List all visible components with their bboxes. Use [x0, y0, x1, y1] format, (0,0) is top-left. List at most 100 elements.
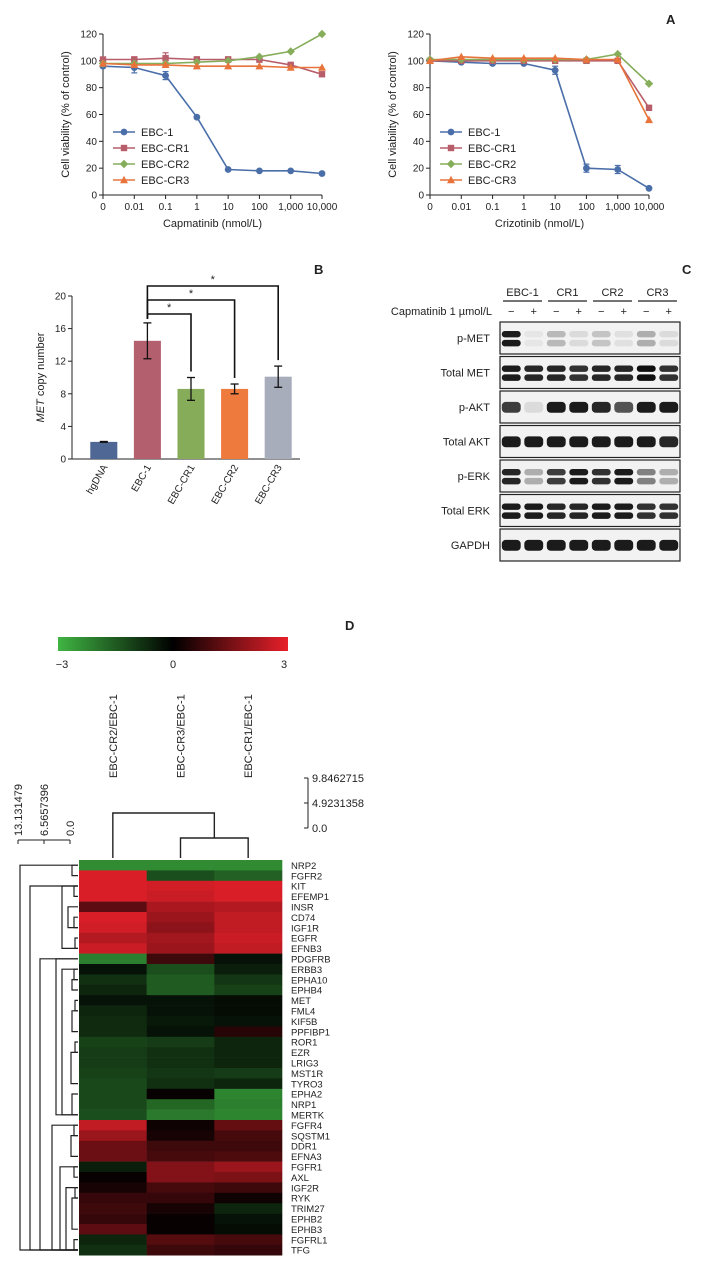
y-axis-title: Cell viability (% of control)	[60, 51, 72, 178]
blot-band	[591, 365, 611, 372]
heatmap-cell	[79, 1099, 147, 1110]
series-line-ebc-cr3	[429, 55, 650, 121]
blot-band	[524, 339, 544, 347]
heatmap-cell	[79, 880, 147, 892]
legend-label: EBC-CR3	[468, 175, 516, 187]
data-point-ebc-1	[224, 166, 232, 173]
x-tick-label: EBC-CR1	[166, 463, 198, 507]
series-line-ebc-1	[102, 65, 323, 175]
x-axis-title: Capmatinib (nmol/L)	[163, 218, 262, 230]
legend-marker	[120, 144, 128, 152]
data-point-ebc-cr3	[99, 59, 107, 67]
gene-label: AXL	[291, 1173, 309, 1184]
colorbar-tick-label: 0	[170, 659, 176, 671]
blot-band	[569, 365, 589, 372]
gene-label: EPHB3	[291, 1225, 322, 1236]
heatmap-cell	[79, 995, 147, 1006]
x-tick-label: 100	[251, 202, 268, 213]
data-point-ebc-cr3	[613, 55, 622, 63]
blot-band	[636, 374, 656, 381]
x-tick-label: 0.1	[486, 202, 500, 213]
heatmap-cell	[146, 943, 215, 954]
blot-band	[636, 339, 656, 347]
heatmap-cell	[79, 1109, 147, 1121]
row-dendrogram-branch	[71, 1010, 78, 1033]
blot-band	[501, 330, 521, 338]
data-point-ebc-1	[256, 167, 263, 175]
data-point-ebc-cr2	[613, 49, 622, 59]
blot-lane-sign: −	[553, 306, 559, 318]
gene-label: SQSTM1	[291, 1131, 330, 1142]
blot-band	[591, 512, 611, 519]
data-point-ebc-cr3	[457, 52, 466, 61]
heatmap-cell	[146, 1068, 215, 1079]
x-tick-label: 0.01	[452, 202, 472, 213]
colorbar	[58, 637, 288, 651]
blot-band	[591, 374, 611, 381]
x-tick-label: EBC-1	[130, 463, 154, 494]
data-point-ebc-cr2	[317, 29, 327, 39]
blot-band	[614, 512, 634, 519]
row-dendrogram-branch	[70, 1135, 78, 1157]
blot-band	[569, 330, 589, 338]
column-label: EBC-CR3/EBC-1	[176, 694, 188, 778]
blot-band	[659, 436, 679, 448]
heatmap-cell	[79, 1016, 147, 1027]
heatmap-cell	[79, 953, 147, 965]
heatmap-cell	[146, 1005, 215, 1017]
heatmap-cell	[214, 1182, 283, 1194]
gene-label: KIT	[291, 882, 306, 893]
data-point-ebc-cr2	[286, 47, 295, 56]
blot-band	[501, 374, 521, 381]
blot-band	[636, 330, 656, 338]
legend-label: EBC-CR2	[468, 159, 516, 171]
heatmap-cell	[214, 891, 283, 902]
blot-lane-sign: +	[621, 306, 627, 318]
row-dendrogram-branch	[74, 1041, 78, 1053]
heatmap-cell	[146, 932, 215, 944]
panel-label-b: B	[314, 262, 323, 277]
heatmap-cell	[214, 870, 283, 882]
heatmap-cell	[146, 953, 215, 965]
blot-band	[591, 503, 611, 510]
heatmap-cell	[79, 1120, 147, 1131]
heatmap-cell	[79, 984, 147, 996]
heatmap-cell	[146, 964, 215, 975]
blot-band	[569, 436, 589, 448]
blot-band	[524, 436, 544, 448]
x-tick-label: 1,000	[278, 202, 303, 213]
heatmap-cell	[214, 984, 283, 996]
blot-row-label: p-MET	[457, 333, 490, 345]
gene-label: EFNB3	[291, 944, 322, 955]
y-tick-label: 100	[407, 56, 424, 67]
gene-label: EGFR	[291, 934, 318, 945]
heatmap-cell	[146, 984, 215, 996]
heatmap-cell	[146, 1161, 215, 1173]
heatmap-cell	[214, 1120, 283, 1131]
heatmap-cell	[79, 1036, 147, 1048]
blot-band	[546, 468, 566, 476]
row-dendrogram-scale-label: 0.0	[65, 821, 77, 836]
series-line-ebc-cr1	[430, 60, 650, 109]
heatmap-cell	[79, 1224, 147, 1235]
heatmap-cell	[79, 1047, 147, 1058]
heatmap-cell	[79, 964, 147, 975]
row-dendrogram-branch	[73, 1239, 78, 1251]
y-tick-label: 20	[413, 164, 425, 175]
x-tick-label: 1,000	[605, 202, 630, 213]
heatmap-cell	[214, 912, 283, 923]
blot-band	[546, 401, 566, 413]
legend-marker	[447, 128, 455, 136]
bar-ebc-cr3	[264, 376, 292, 459]
blot-group-label: CR1	[556, 287, 578, 299]
blot-band	[569, 512, 589, 519]
data-point-ebc-1	[645, 184, 653, 192]
blot-lane-sign: +	[576, 306, 582, 318]
heatmap-cell	[79, 1088, 147, 1100]
x-tick-label: 10	[223, 202, 235, 213]
blot-band	[546, 339, 566, 347]
blot-group-label: CR2	[601, 287, 623, 299]
heatmap-cell	[146, 1120, 215, 1131]
blot-band	[659, 365, 679, 372]
blot-band	[546, 330, 566, 338]
